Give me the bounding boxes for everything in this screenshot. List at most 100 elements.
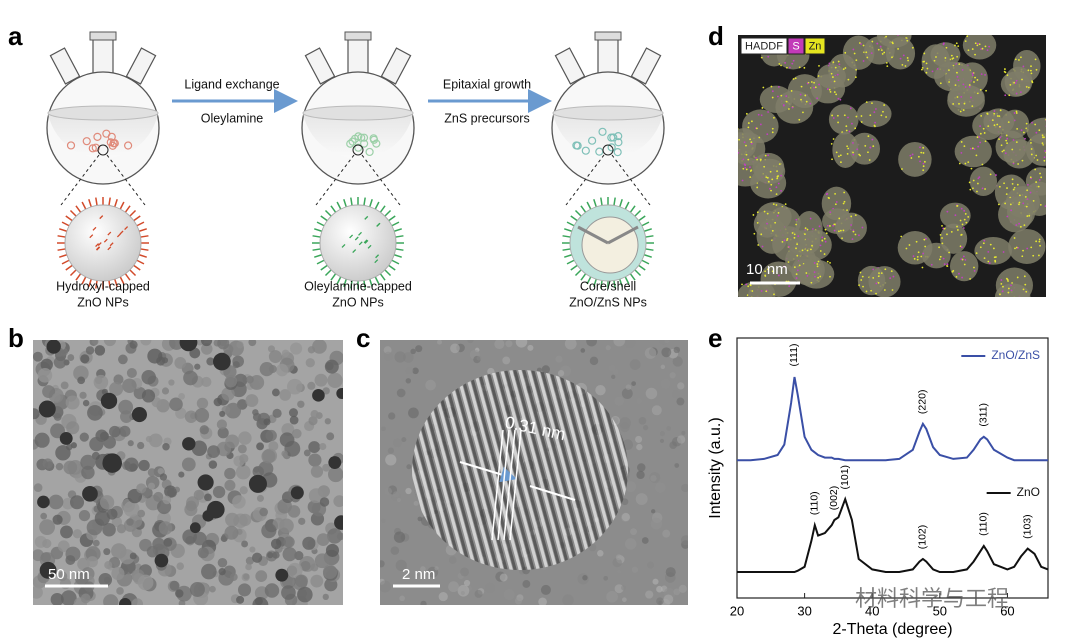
element-dot (764, 306, 766, 308)
element-dot (1021, 78, 1023, 81)
panel-label: d (708, 21, 724, 51)
nanoparticle-image (312, 340, 327, 354)
noise (393, 438, 402, 448)
x-tick-label: 30 (797, 603, 811, 618)
element-dot (809, 102, 812, 105)
noise (536, 367, 542, 373)
ligand (574, 209, 582, 217)
element-dot (1006, 215, 1009, 218)
element-dot (998, 185, 1001, 188)
ligand (570, 215, 578, 222)
element-dot (883, 289, 886, 291)
nanoparticle-image (219, 410, 226, 418)
noise (671, 389, 681, 399)
element-dot (923, 238, 926, 241)
measure-fringe (491, 429, 504, 541)
element-dot (1037, 185, 1040, 188)
noise (403, 352, 414, 363)
element-dot (747, 126, 750, 129)
element-dot (938, 246, 940, 249)
ligand (562, 248, 571, 251)
element-dot (766, 222, 768, 225)
ligand (586, 201, 592, 210)
nanoparticle-image (191, 440, 208, 456)
element-dot (1015, 224, 1018, 226)
element-dot (984, 188, 986, 190)
noise (610, 415, 620, 426)
ligand (119, 230, 124, 235)
element-dot (1035, 240, 1038, 243)
element-dot (1011, 182, 1014, 185)
nanoparticle-image (69, 495, 85, 510)
element-dot (744, 166, 747, 169)
noise (396, 497, 401, 503)
element-dot (747, 122, 750, 124)
nanoparticle-image (169, 580, 180, 591)
element-dot (989, 173, 992, 176)
element-dot (763, 210, 766, 213)
element-dot (762, 86, 765, 89)
shell-cut (577, 225, 639, 245)
lattice-fringe (438, 370, 502, 570)
ligand (140, 248, 149, 251)
nanoparticle-image (65, 395, 80, 410)
noise (505, 340, 513, 348)
ligand (350, 197, 353, 206)
noise (384, 487, 393, 496)
element-dot (778, 163, 781, 166)
element-dot (1039, 244, 1041, 247)
noise (413, 500, 419, 506)
noise (629, 359, 641, 370)
noise (467, 340, 474, 344)
flask-particle (609, 133, 618, 142)
noise (673, 588, 681, 596)
element-dot (1027, 184, 1029, 186)
nanoparticle-image (259, 507, 269, 517)
noise (621, 388, 633, 399)
nanoparticle-image (265, 429, 277, 442)
nanoparticle-image (322, 564, 338, 579)
element-dot (924, 237, 927, 240)
element-dot (964, 258, 967, 261)
element-dot (765, 176, 768, 179)
element-dot (1000, 283, 1003, 285)
element-dot (971, 147, 974, 150)
noise (434, 566, 439, 571)
legend-swatch (804, 37, 826, 55)
element-dot (893, 28, 895, 30)
lattice-fringe (447, 370, 511, 570)
panel-label: e (708, 323, 722, 353)
element-dot (751, 304, 753, 306)
nanoparticle-image (111, 566, 125, 581)
element-dot (1015, 79, 1018, 82)
element-dot (977, 145, 980, 148)
element-dot (839, 154, 842, 157)
element-dot (970, 167, 973, 170)
element-dot (830, 72, 833, 75)
flask-particle (91, 143, 100, 152)
ligand (330, 273, 337, 281)
element-dot (787, 261, 790, 263)
nanoparticle-map (1025, 167, 1046, 196)
element-dot (813, 262, 816, 264)
element-dot (1004, 152, 1007, 155)
nanoparticle-image (297, 586, 313, 603)
ligand (61, 259, 70, 265)
ligand (343, 278, 347, 287)
element-dot (988, 45, 991, 48)
element-dot (865, 290, 868, 293)
nanoparticle-image (283, 536, 295, 548)
nanoparticle-image (316, 533, 330, 546)
peak-label: (110) (809, 491, 821, 515)
panel-a: Hydroxyl-capped ZnO NPs Oleylamine-capped Z… (46, 31, 665, 309)
nanoparticle-map (759, 85, 793, 114)
nanoparticle-image (102, 522, 116, 537)
noise (669, 372, 676, 379)
element-dot (973, 270, 976, 272)
ligand (570, 264, 578, 271)
ligand (140, 235, 149, 238)
element-dot (856, 148, 859, 151)
element-dot (922, 165, 925, 168)
element-dot (958, 102, 960, 105)
element-dot (846, 209, 848, 212)
